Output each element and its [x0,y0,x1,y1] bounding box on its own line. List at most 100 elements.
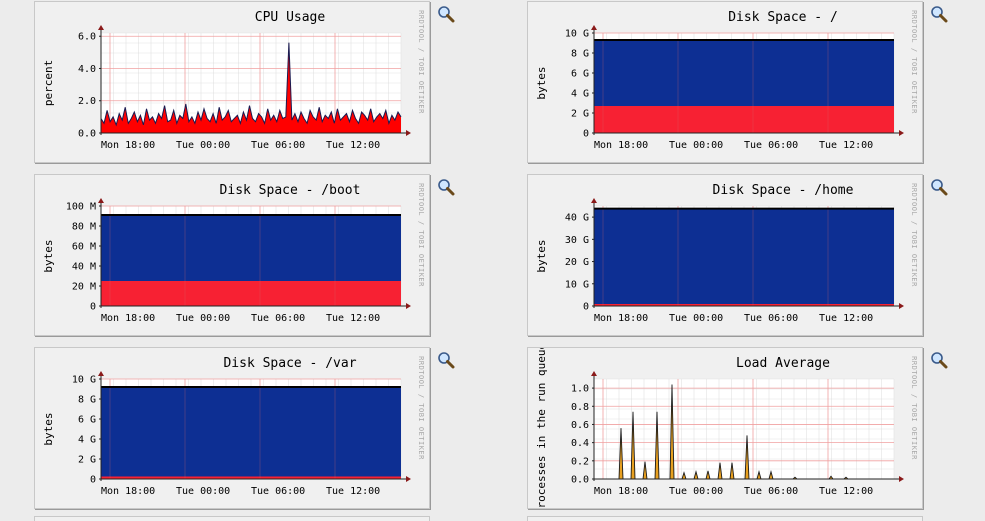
y-axis-arrow [591,198,597,203]
chart-title: CPU Usage [255,10,326,25]
y-tick-label: 40 M [72,262,96,273]
chart-title: Disk Space - / [728,10,838,25]
lower-area [594,304,894,306]
y-tick-label: 0.2 [571,456,589,467]
chart-title: Disk Space - /var [223,356,356,371]
y-axis-label: bytes [535,239,548,272]
y-tick-label: 2 G [78,455,96,466]
x-tick-label: Tue 06:00 [251,140,305,151]
y-tick-label: 40 G [565,213,589,224]
y-tick-label: 0 [583,129,589,140]
chart-title: Load Average [736,356,830,371]
y-tick-label: 0.8 [571,402,589,413]
x-axis-arrow [406,476,411,482]
zoom-magnifier-icon[interactable] [930,178,948,196]
y-tick-label: 0 [90,475,96,486]
y-tick-label: 60 M [72,242,96,253]
y-tick-label: 2.0 [78,96,96,107]
next-panel-edge [34,516,430,521]
y-tick-label: 20 G [565,257,589,268]
zoom-magnifier-icon[interactable] [437,5,455,23]
chart-panel-disk-home: Disk Space - /home bytes RRDTOOL / TOBI OE… [527,174,923,336]
y-tick-label: 2 G [571,109,589,120]
y-axis-label: bytes [535,66,548,99]
used-area [594,40,894,106]
x-tick-label: Tue 06:00 [744,313,798,324]
cpu-area [101,42,401,134]
x-tick-label: Tue 00:00 [176,313,230,324]
zoom-magnifier-icon[interactable] [930,5,948,23]
zoom-magnifier-icon[interactable] [930,351,948,369]
chart-title: Disk Space - /home [713,183,854,198]
chart-title: Disk Space - /boot [220,183,361,198]
used-area [101,387,401,477]
y-tick-label: 0.6 [571,420,589,431]
y-tick-label: 100 M [66,202,96,213]
y-tick-label: 1.0 [571,384,589,395]
chart-panel-load: Load Average processes in the run queue RR… [527,347,923,509]
chart-panel-disk-var: Disk Space - /var bytes RRDTOOL / TOBI OET… [34,347,430,509]
x-axis-arrow [406,303,411,309]
y-tick-label: 0.0 [78,129,96,140]
y-tick-label: 6.0 [78,32,96,43]
chart-disk-root: Disk Space - / bytes RRDTOOL / TOBI OETIKE… [535,10,918,151]
x-tick-label: Tue 00:00 [176,486,230,497]
x-axis-arrow [899,130,904,136]
zoom-magnifier-icon[interactable] [437,351,455,369]
x-tick-label: Tue 12:00 [819,140,873,151]
x-tick-label: Tue 12:00 [819,313,873,324]
rrdtool-credit: RRDTOOL / TOBI OETIKER [417,10,425,114]
y-tick-label: 20 M [72,282,96,293]
y-tick-label: 30 G [565,235,589,246]
used-area [101,215,401,281]
x-tick-label: Tue 06:00 [744,140,798,151]
rrdtool-credit: RRDTOOL / TOBI OETIKER [417,356,425,460]
x-tick-label: Tue 06:00 [251,313,305,324]
y-tick-label: 4.0 [78,64,96,75]
x-tick-label: Tue 12:00 [326,313,380,324]
x-tick-label: Tue 00:00 [669,140,723,151]
chart-load: Load Average processes in the run queue RR… [535,348,918,508]
chart-panel-disk-boot: Disk Space - /boot bytes RRDTOOL / TOBI OE… [34,174,430,336]
y-axis-arrow [98,198,104,203]
x-tick-label: Mon 18:00 [101,486,155,497]
chart-disk-boot: Disk Space - /boot bytes RRDTOOL / TOBI OE… [42,183,425,324]
used-area [594,208,894,304]
x-tick-label: Tue 12:00 [326,140,380,151]
x-tick-label: Mon 18:00 [101,140,155,151]
lower-area [594,106,894,133]
y-axis-label: bytes [42,239,55,272]
y-tick-label: 6 G [571,69,589,80]
x-axis-arrow [899,476,904,482]
lower-area [101,476,401,479]
x-axis-arrow [899,303,904,309]
x-tick-label: Mon 18:00 [594,486,648,497]
y-tick-label: 10 G [72,375,96,386]
x-tick-label: Mon 18:00 [594,313,648,324]
y-tick-label: 0 [90,302,96,313]
x-tick-label: Tue 00:00 [669,313,723,324]
y-tick-label: 4 G [571,89,589,100]
chart-disk-home: Disk Space - /home bytes RRDTOOL / TOBI OE… [535,183,918,324]
x-axis-arrow [406,130,411,136]
x-tick-label: Tue 00:00 [669,486,723,497]
x-tick-label: Mon 18:00 [101,313,155,324]
y-tick-label: 8 G [78,395,96,406]
next-panel-edge [527,516,923,521]
rrdtool-credit: RRDTOOL / TOBI OETIKER [417,183,425,287]
x-tick-label: Mon 18:00 [594,140,648,151]
y-tick-label: 0.0 [571,475,589,486]
chart-panel-disk-root: Disk Space - / bytes RRDTOOL / TOBI OETIKE… [527,1,923,163]
y-tick-label: 10 G [565,279,589,290]
y-tick-label: 0.4 [571,438,589,449]
y-axis-arrow [591,25,597,30]
y-tick-label: 4 G [78,435,96,446]
x-tick-label: Tue 12:00 [819,486,873,497]
lower-area [101,281,401,306]
y-axis-arrow [98,25,104,30]
zoom-magnifier-icon[interactable] [437,178,455,196]
cpu-line [100,42,402,127]
y-axis-arrow [591,371,597,376]
y-axis-arrow [98,371,104,376]
chart-panel-cpu: CPU Usage percent RRDTOOL / TOBI OETIKER 0.… [34,1,430,163]
